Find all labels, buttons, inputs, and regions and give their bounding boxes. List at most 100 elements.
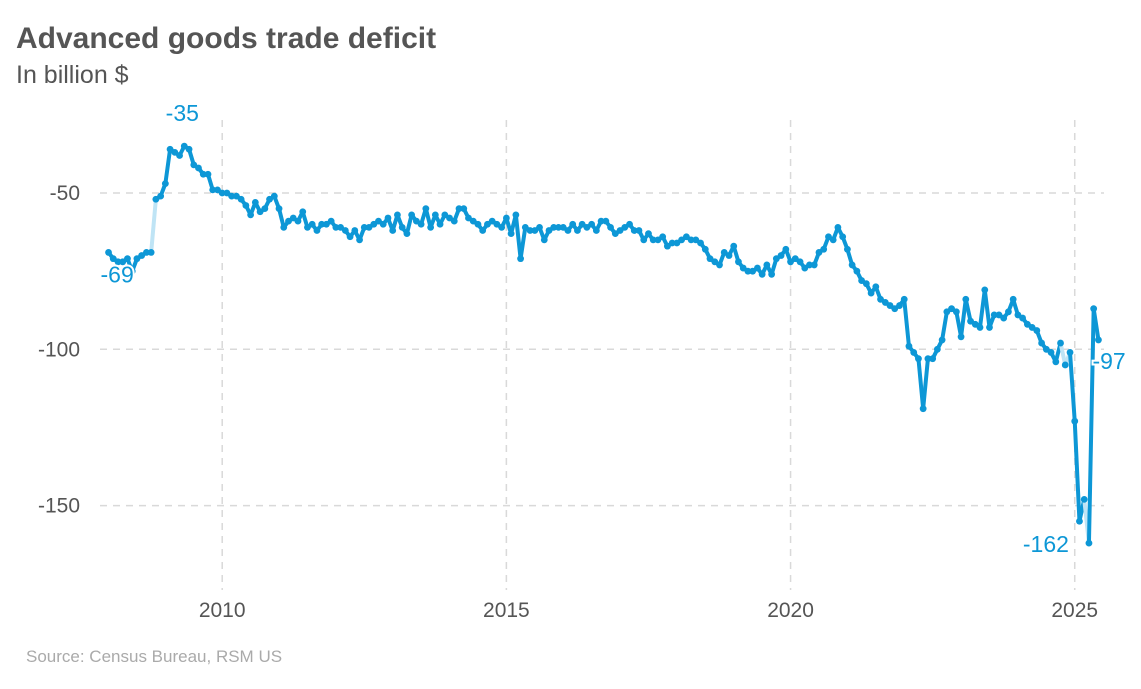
chart-title: Advanced goods trade deficit xyxy=(16,22,437,55)
data-point xyxy=(455,205,463,213)
annotation-label: -69 xyxy=(101,261,134,287)
series-segment xyxy=(1072,419,1082,524)
series-segment xyxy=(1068,350,1077,424)
data-point xyxy=(242,202,250,209)
data-point xyxy=(910,349,918,356)
series-segment xyxy=(959,297,968,339)
data-point xyxy=(806,261,813,269)
data-point xyxy=(185,145,193,153)
data-point xyxy=(218,189,226,197)
data-point xyxy=(1009,295,1017,303)
data-point xyxy=(1090,305,1098,313)
data-point xyxy=(777,252,785,259)
data-point xyxy=(313,227,321,234)
data-point xyxy=(384,214,392,222)
data-point xyxy=(919,405,927,413)
data-point xyxy=(341,227,349,234)
data-point xyxy=(507,230,515,238)
data-point xyxy=(540,236,548,244)
data-point xyxy=(829,236,837,244)
series-segment xyxy=(982,287,992,330)
data-point xyxy=(862,280,870,288)
data-point xyxy=(735,258,742,266)
data-point xyxy=(237,195,245,203)
data-annotations: -69 -35 -162 -97 xyxy=(99,98,1128,559)
data-point xyxy=(763,261,771,269)
data-point xyxy=(630,227,638,234)
y-axis-labels: -50 -100 -150 xyxy=(38,182,80,518)
data-point xyxy=(848,261,856,269)
data-point xyxy=(394,211,401,219)
data-point xyxy=(716,261,723,269)
data-point xyxy=(839,233,847,241)
x-tick-label: 2015 xyxy=(483,599,530,622)
data-point xyxy=(251,198,259,206)
series-segment xyxy=(921,356,930,411)
series-segment xyxy=(163,147,173,186)
data-point xyxy=(569,220,577,228)
series-segment xyxy=(1058,341,1068,367)
data-point xyxy=(981,286,989,294)
annotation-label: -35 xyxy=(166,100,199,126)
data-point xyxy=(209,186,217,194)
data-point xyxy=(460,205,468,213)
data-point xyxy=(659,233,667,241)
data-point xyxy=(574,227,581,234)
data-point xyxy=(697,239,704,247)
data-point xyxy=(758,270,766,278)
data-point xyxy=(479,227,487,234)
data-point xyxy=(427,224,435,231)
data-point xyxy=(247,211,255,219)
data-point xyxy=(1071,417,1079,425)
data-point xyxy=(517,255,524,263)
data-point xyxy=(436,220,444,228)
data-point xyxy=(834,224,842,231)
data-point xyxy=(1047,349,1055,356)
data-point xyxy=(474,220,482,228)
data-point xyxy=(403,230,411,238)
data-point xyxy=(114,258,122,266)
data-point xyxy=(645,230,652,238)
data-point xyxy=(668,239,676,247)
data-point xyxy=(398,224,406,231)
data-point xyxy=(896,302,903,309)
data-point xyxy=(592,227,600,234)
data-point xyxy=(725,252,733,259)
data-point xyxy=(754,264,761,272)
data-point xyxy=(768,270,776,278)
data-point xyxy=(450,217,458,225)
data-point xyxy=(1052,358,1060,366)
data-point xyxy=(502,214,510,222)
data-point xyxy=(105,249,112,256)
data-point xyxy=(204,170,212,178)
data-point xyxy=(143,249,150,256)
data-point xyxy=(360,224,368,231)
data-point xyxy=(147,249,155,256)
data-point xyxy=(588,220,596,228)
data-point xyxy=(976,324,984,331)
series-segment xyxy=(963,297,973,324)
series-markers xyxy=(105,142,1102,547)
series-segment xyxy=(940,309,949,342)
data-point xyxy=(555,224,562,231)
data-point xyxy=(299,208,307,216)
data-point xyxy=(124,255,131,263)
data-point xyxy=(294,217,302,225)
series-segment xyxy=(902,297,911,349)
data-point xyxy=(1066,349,1074,356)
grid-layer xyxy=(100,120,1104,590)
data-point xyxy=(687,236,695,244)
data-point xyxy=(782,245,790,253)
data-point xyxy=(1057,339,1064,347)
data-point xyxy=(990,311,998,319)
data-point xyxy=(389,227,397,234)
data-point xyxy=(318,220,326,228)
series-segment xyxy=(1091,306,1101,342)
data-point xyxy=(635,227,643,234)
x-tick-label: 2020 xyxy=(767,599,814,622)
data-point xyxy=(843,245,851,253)
data-point xyxy=(1076,517,1083,525)
data-point xyxy=(408,211,416,219)
data-point xyxy=(379,220,387,228)
